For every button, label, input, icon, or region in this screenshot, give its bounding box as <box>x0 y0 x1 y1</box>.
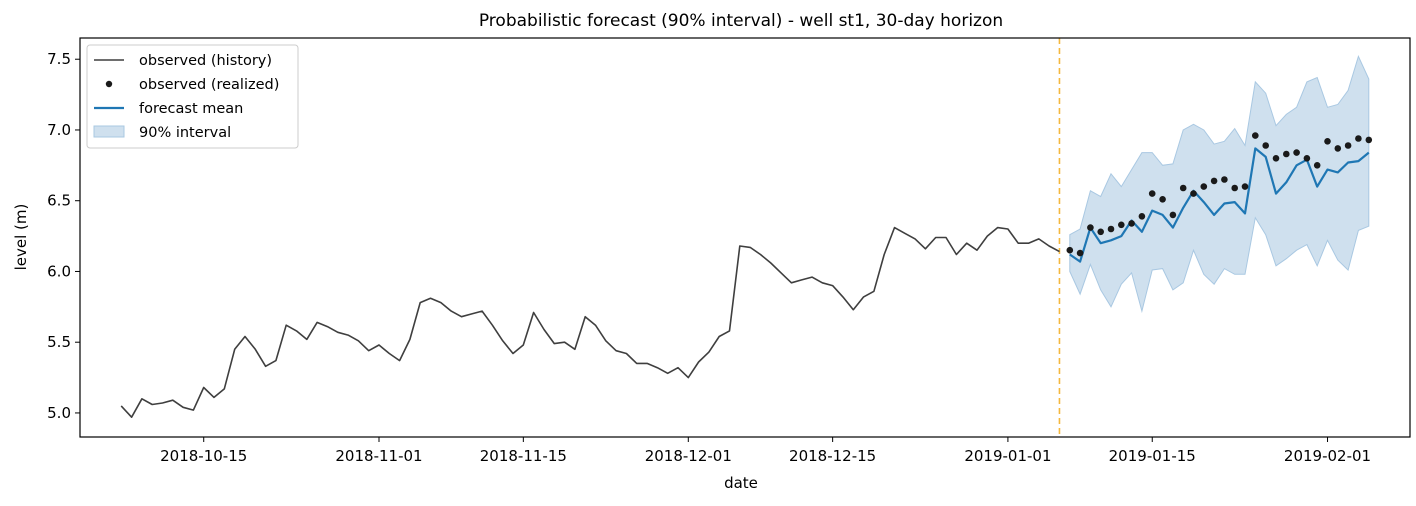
x-tick-label: 2018-10-15 <box>160 447 247 465</box>
realized-point <box>1179 184 1187 192</box>
realized-point <box>1118 221 1125 229</box>
realized-point <box>1138 213 1146 220</box>
history-line <box>120 226 1060 418</box>
x-tick-label: 2019-01-01 <box>964 447 1051 465</box>
x-tick-label: 2019-01-15 <box>1109 447 1196 465</box>
realized-point <box>1066 246 1074 254</box>
realized-point <box>1097 228 1104 236</box>
legend-realized-marker <box>105 80 113 88</box>
x-tick-label: 2018-11-15 <box>480 447 567 465</box>
realized-point <box>1334 145 1342 152</box>
y-axis-label: level (m) <box>12 204 30 271</box>
legend: observed (history) observed (realized) f… <box>86 44 299 149</box>
x-axis: 2018-10-15 2018-11-01 2018-11-15 2018-12-01… <box>160 437 1371 465</box>
realized-point <box>1210 177 1218 185</box>
legend-history-label: observed (history) <box>139 53 272 69</box>
y-tick-label: 7.5 <box>47 50 71 68</box>
realized-point <box>1241 183 1249 190</box>
realized-point <box>1190 190 1197 197</box>
plot-frame <box>79 37 1411 438</box>
realized-point <box>1231 184 1238 192</box>
realized-point <box>1262 142 1269 149</box>
x-axis-label: date <box>724 474 758 492</box>
realized-point <box>1303 155 1311 162</box>
realized-point <box>1324 138 1331 145</box>
realized-point <box>1221 176 1228 183</box>
realized-point <box>1107 225 1115 233</box>
y-axis: 5.0 5.5 6.0 6.5 7.0 7.5 <box>47 50 80 422</box>
y-tick-label: 6.0 <box>47 262 71 280</box>
realized-point <box>1355 135 1362 142</box>
y-tick-label: 5.0 <box>47 404 71 422</box>
x-tick-label: 2018-12-01 <box>645 447 732 465</box>
forecast-mean-line <box>1069 147 1370 263</box>
plot-area <box>120 38 1373 437</box>
realized-point <box>1293 149 1300 156</box>
realized-point <box>1148 190 1156 197</box>
realized-point <box>1169 211 1177 219</box>
y-tick-label: 5.5 <box>47 333 71 351</box>
legend-interval-patch <box>93 125 125 138</box>
realized-point <box>1313 162 1321 169</box>
y-tick-label: 7.0 <box>47 121 71 139</box>
legend-interval-label: 90% interval <box>139 125 231 141</box>
chart-title: Probabilistic forecast (90% interval) - … <box>479 11 1003 31</box>
x-tick-label: 2018-11-01 <box>335 447 422 465</box>
legend-realized-label: observed (realized) <box>139 77 279 93</box>
legend-box <box>86 44 299 149</box>
interval-band <box>1069 54 1370 314</box>
realized-point <box>1159 196 1166 203</box>
realized-point <box>1087 224 1094 231</box>
realized-point <box>1128 220 1135 227</box>
realized-point <box>1344 142 1352 149</box>
realized-point <box>1076 249 1084 257</box>
realized-point <box>1252 132 1259 139</box>
realized-point <box>1200 183 1208 190</box>
realized-point <box>1283 150 1290 158</box>
y-tick-label: 6.5 <box>47 192 71 210</box>
legend-mean-label: forecast mean <box>139 101 243 117</box>
x-tick-label: 2019-02-01 <box>1284 447 1371 465</box>
realized-point <box>1365 136 1373 144</box>
x-tick-label: 2018-12-15 <box>789 447 876 465</box>
realized-point <box>1272 155 1280 162</box>
